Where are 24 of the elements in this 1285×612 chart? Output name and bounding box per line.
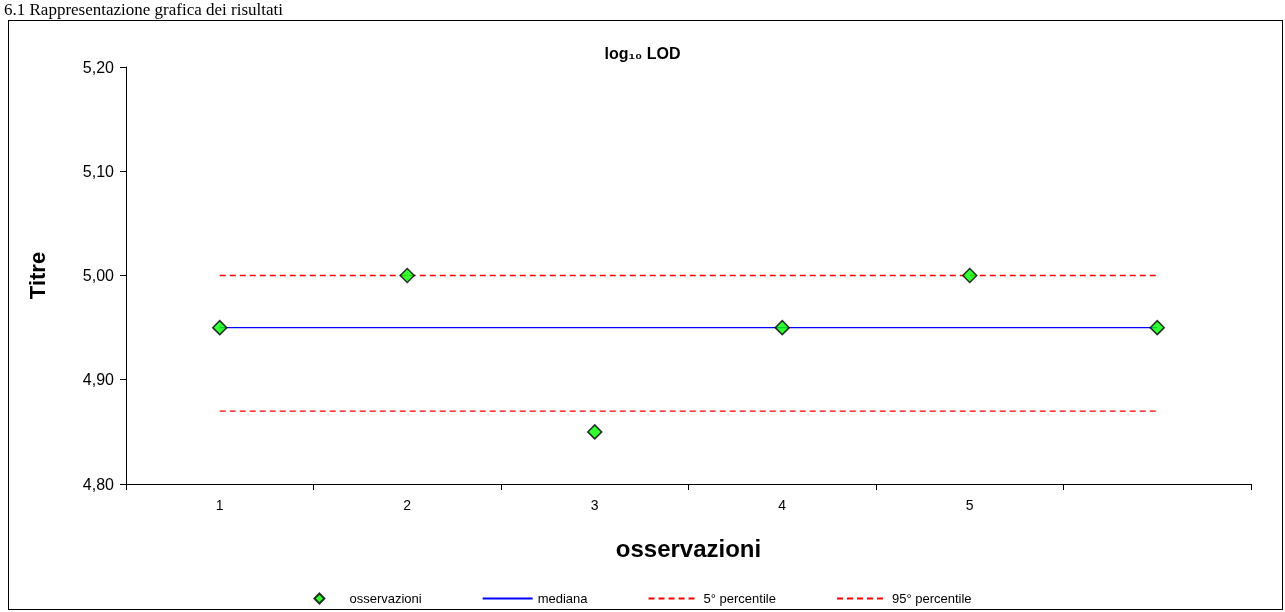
x-tick-label: 4: [778, 497, 787, 513]
x-tick-label: 3: [590, 497, 599, 513]
x-tick-label: 5: [965, 497, 974, 513]
text: 6.1 Rappresentazione grafica dei risultati: [4, 0, 283, 20]
point: [587, 424, 603, 440]
y-tick-label: 5,00: [82, 267, 115, 284]
point: [399, 267, 415, 284]
point: [1149, 319, 1165, 336]
y-tick-label: 4,80: [82, 475, 115, 493]
y-tick-label: 4,90: [82, 371, 115, 389]
legend-label: osservazioni: [349, 591, 422, 606]
y-tick-label: 5,10: [82, 162, 115, 180]
y-tick-label: 5,20: [82, 58, 115, 76]
legend-label: 95° percentile: [891, 591, 972, 606]
y-axis-title: Titre: [24, 251, 50, 300]
point: [962, 267, 978, 284]
legend-label: mediana: [537, 591, 589, 606]
point: [212, 319, 228, 336]
x-tick-label: 2: [403, 497, 412, 513]
point: [774, 319, 790, 336]
legend-label: 5° percentile: [703, 591, 776, 606]
x-tick-label: 1: [215, 497, 224, 513]
chart-title: log₁₀ LOD: [604, 44, 681, 62]
x-axis-title: osservazioni: [615, 534, 762, 562]
